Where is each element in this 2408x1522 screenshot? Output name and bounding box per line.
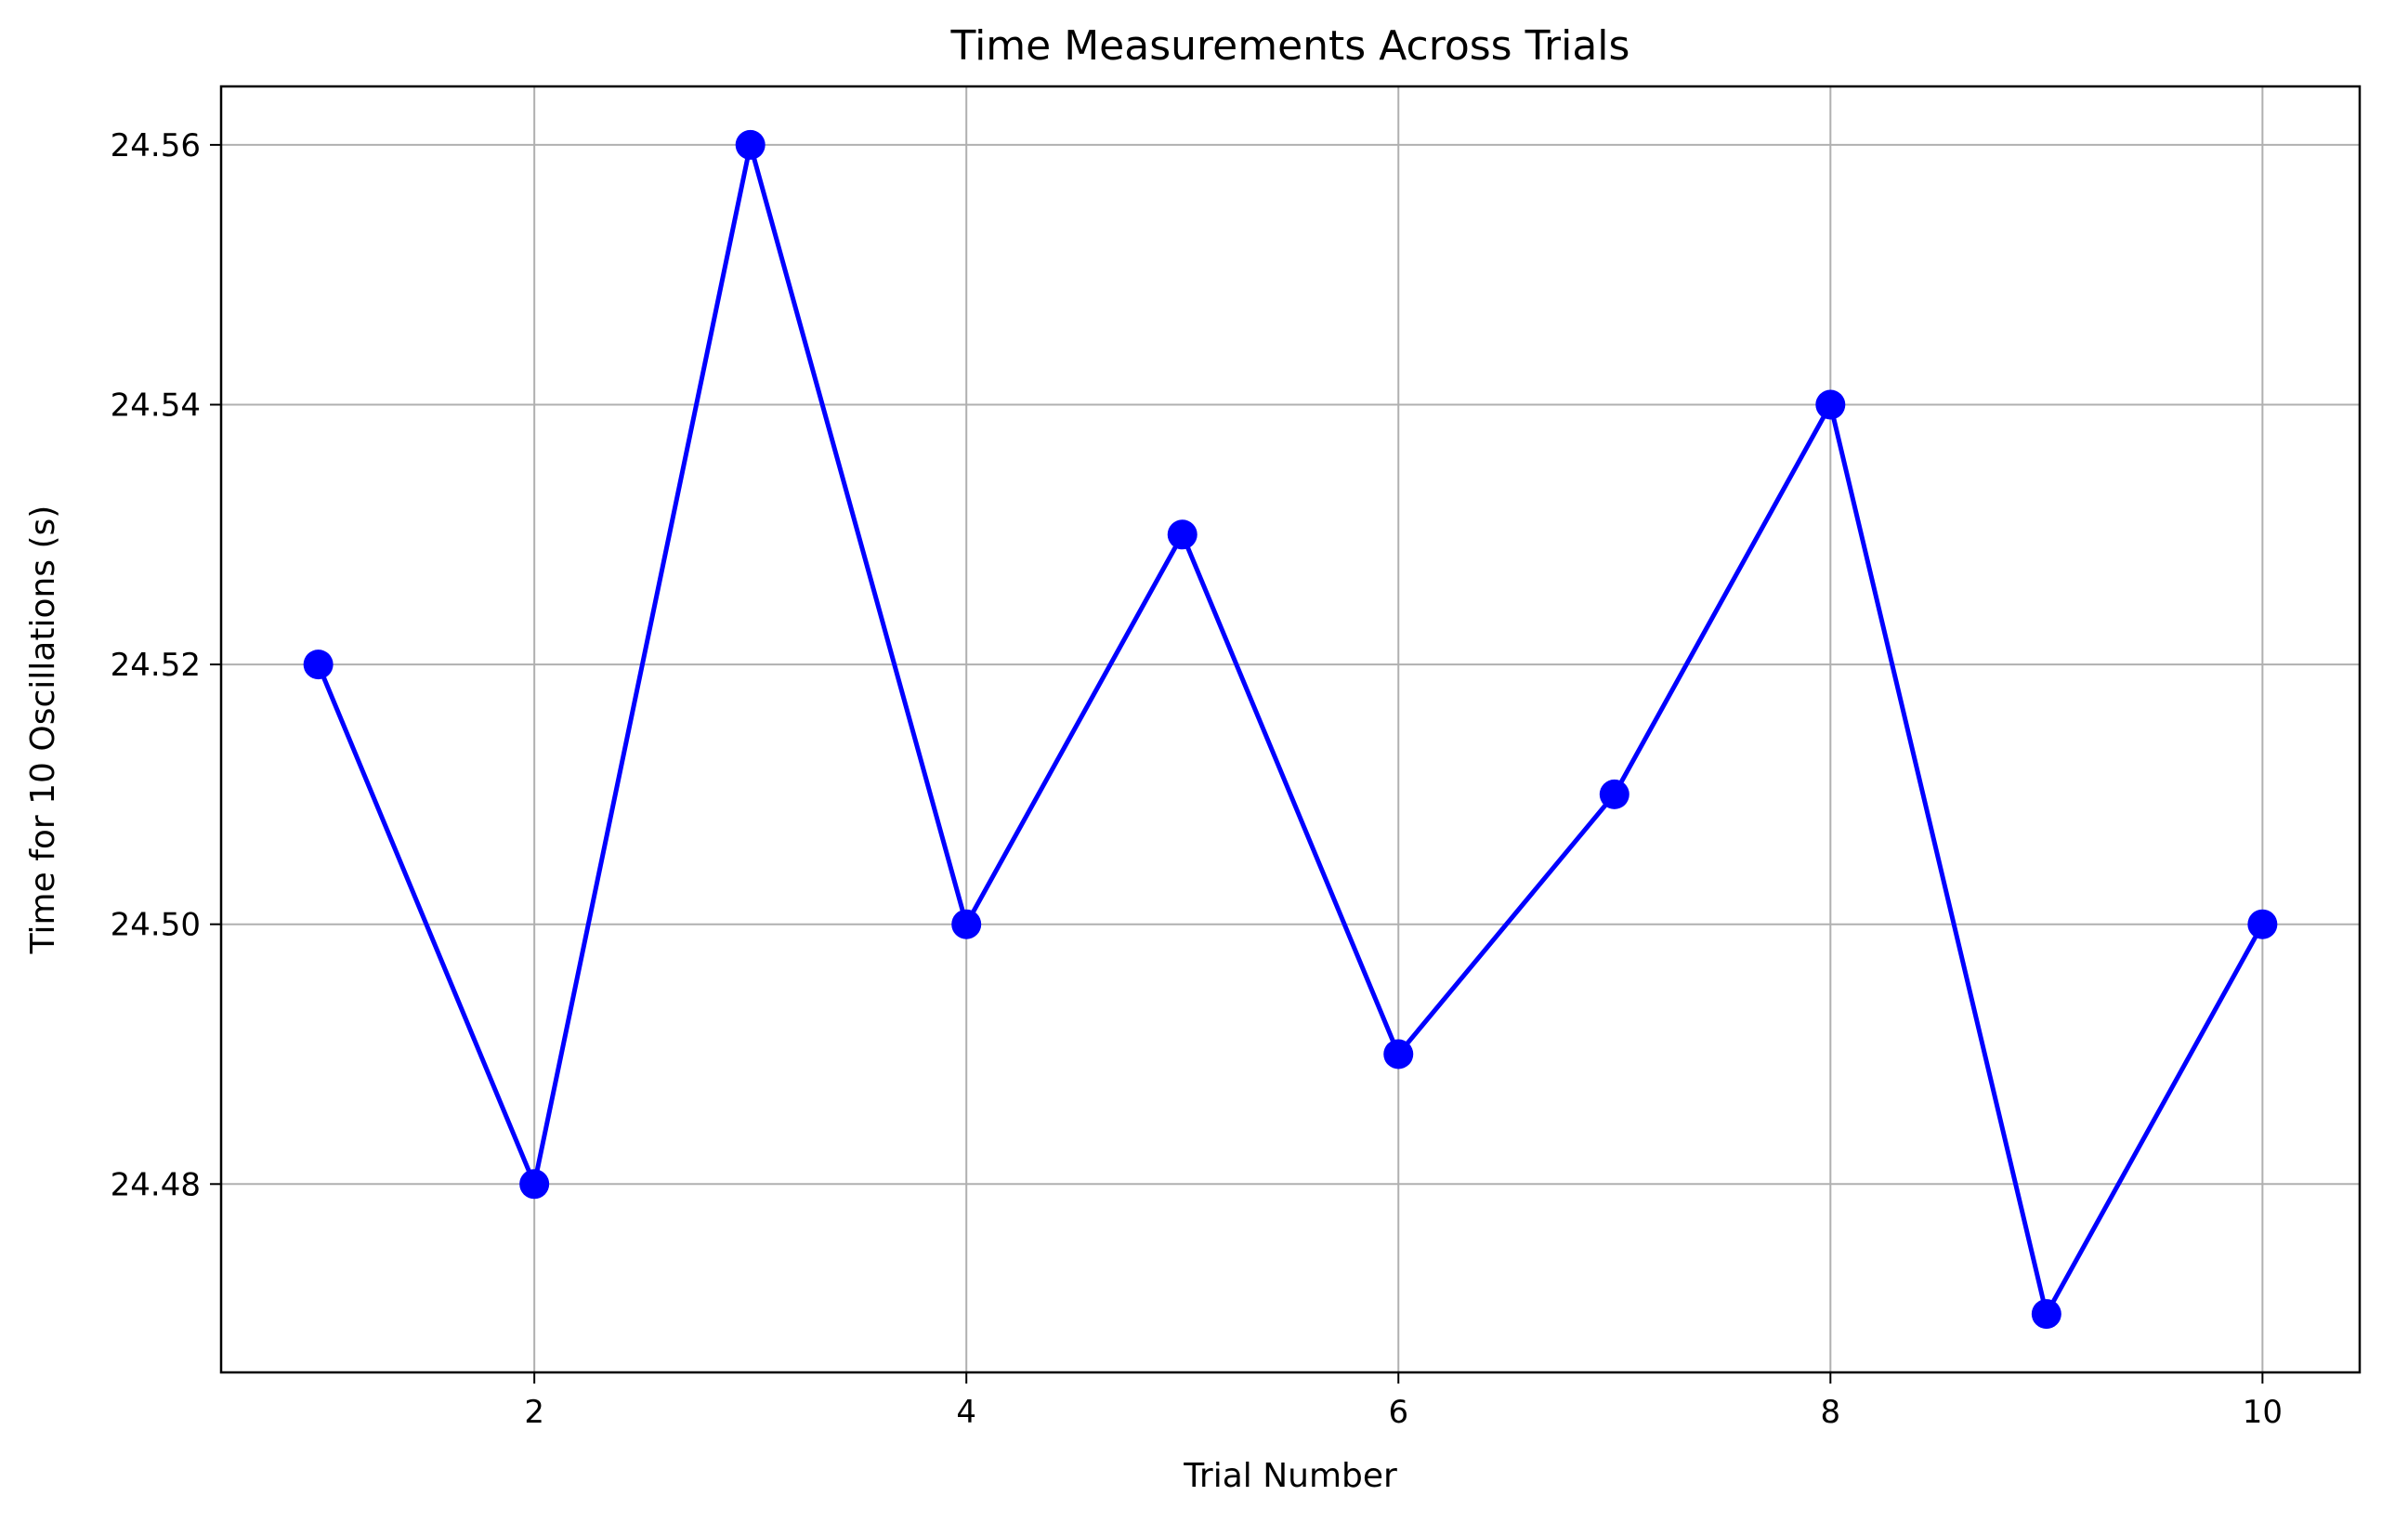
x-tick-label: 6 (1388, 1394, 1408, 1431)
data-point-marker (2247, 909, 2278, 939)
grid-lines (221, 86, 2360, 1372)
data-point-marker (303, 649, 334, 680)
data-point-marker (1167, 519, 1197, 550)
data-point-marker (1383, 1039, 1414, 1069)
data-point-marker (1815, 389, 1846, 420)
y-tick-label: 24.54 (111, 387, 201, 425)
data-point-marker (1599, 779, 1629, 809)
y-tick-label: 24.56 (111, 127, 201, 164)
data-point-marker (519, 1169, 550, 1200)
x-tick-label: 10 (2243, 1394, 2283, 1431)
x-tick-label: 2 (524, 1394, 544, 1431)
y-tick-label: 24.50 (111, 907, 201, 944)
x-tick-label: 8 (1820, 1394, 1840, 1431)
series-line (316, 144, 2265, 1320)
y-axis-label: Time for 10 Oscillations (s) (24, 505, 62, 955)
y-tick-label: 24.52 (111, 647, 201, 684)
x-axis-label: Trial Number (1183, 1457, 1397, 1495)
axis-ticks: 2 4 6 8 10 24.48 24.50 24.52 24.54 24.56 (111, 127, 2283, 1431)
series-layer (303, 129, 2278, 1330)
x-tick-label: 4 (956, 1394, 976, 1431)
chart-title: Time Measurements Across Trials (950, 22, 1630, 70)
data-point-marker (2031, 1299, 2061, 1330)
y-tick-label: 24.48 (111, 1166, 201, 1203)
data-point-marker (951, 909, 982, 939)
data-point-marker (735, 129, 766, 160)
plot-frame (219, 85, 2362, 1374)
